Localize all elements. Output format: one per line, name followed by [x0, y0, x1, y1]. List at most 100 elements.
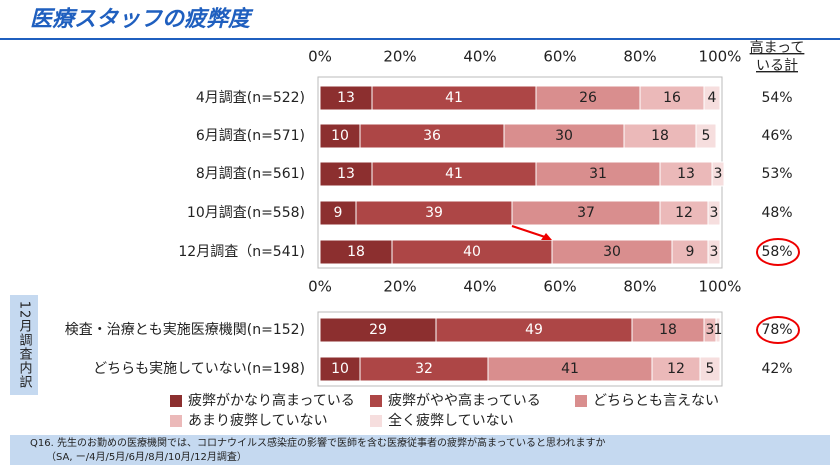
x-tick-label: 60%	[543, 278, 576, 296]
bar-segment	[707, 239, 721, 265]
bar-segment	[319, 239, 393, 265]
segment-label: 26	[579, 90, 597, 106]
side-box	[10, 295, 38, 395]
segment-label: 9	[686, 244, 695, 260]
footnote-box	[10, 435, 830, 465]
bar-segment	[711, 161, 725, 187]
bar-segment	[371, 161, 537, 187]
bar-segment	[371, 85, 537, 111]
bar-segment	[319, 85, 373, 111]
category-label: 10月調査(n=558)	[187, 205, 305, 221]
segment-label: 10	[331, 361, 349, 377]
total-label: 78%	[761, 322, 792, 338]
segment-label: 5	[706, 361, 715, 377]
plot-frame	[317, 311, 723, 387]
legend-swatch	[575, 395, 587, 407]
legend-label: 疲弊がやや高まっている	[388, 392, 541, 409]
segment-label: 30	[603, 244, 621, 260]
segment-label: 18	[347, 244, 365, 260]
legend-swatch	[370, 415, 382, 427]
bar-segment	[703, 85, 721, 111]
segment-label: 13	[337, 166, 355, 182]
segment-label: 4	[708, 90, 717, 106]
x-tick-label: 40%	[463, 48, 496, 66]
bar-segment	[551, 239, 673, 265]
bar-segment	[319, 161, 373, 187]
segment-label: 3	[710, 205, 719, 221]
trend-arrow	[511, 225, 549, 239]
legend-label: 全く疲弊していない	[388, 412, 514, 429]
segment-label: 18	[659, 322, 677, 338]
total-label: 58%	[761, 244, 792, 260]
segment-label: 31	[589, 166, 607, 182]
segment-label: 29	[369, 322, 387, 338]
segment-label: 3	[714, 166, 723, 182]
x-tick-label: 80%	[623, 278, 656, 296]
highlight-circle	[756, 238, 800, 266]
segment-label: 41	[445, 90, 463, 106]
x-tick-label: 80%	[623, 48, 656, 66]
category-label: 12月調査（n=541)	[178, 244, 305, 260]
total-label: 54%	[761, 90, 792, 106]
bar-segment	[319, 317, 437, 343]
x-tick-label: 0%	[308, 48, 332, 66]
bar-segment	[535, 85, 641, 111]
segment-label: 49	[525, 322, 543, 338]
x-tick-label: 0%	[308, 278, 332, 296]
segment-label: 41	[561, 361, 579, 377]
segment-label: 12	[675, 205, 693, 221]
x-tick-label: 40%	[463, 278, 496, 296]
segment-label: 30	[555, 128, 573, 144]
segment-label: 40	[463, 244, 481, 260]
bar-segment	[695, 123, 717, 149]
legend-swatch	[370, 395, 382, 407]
total-label: 42%	[761, 361, 792, 377]
total-label: 46%	[761, 128, 792, 144]
x-tick-label: 100%	[699, 48, 742, 66]
bar-segment	[391, 239, 553, 265]
legend-swatch	[170, 415, 182, 427]
legend-label: どちらとも言えない	[593, 393, 719, 409]
segment-label: 3	[706, 322, 715, 338]
footnote: Q16. 先生のお勤めの医療機関では、コロナウイルス感染症の影響で医師を含む医療…	[30, 436, 606, 449]
total-label: 48%	[761, 205, 792, 221]
x-tick-label: 20%	[383, 278, 416, 296]
segment-label: 32	[415, 361, 433, 377]
segment-label: 9	[334, 205, 343, 221]
footnote: （SA, ー/4月/5月/6月/8月/10月/12月調査）	[46, 450, 247, 463]
segment-label: 16	[663, 90, 681, 106]
segment-label: 18	[651, 128, 669, 144]
bar-segment	[435, 317, 633, 343]
category-label: 8月調査(n=561)	[196, 166, 305, 182]
bar-segment	[359, 356, 489, 382]
segment-label: 5	[702, 128, 711, 144]
segment-label: 13	[337, 90, 355, 106]
x-tick-label: 20%	[383, 48, 416, 66]
x-tick-label: 60%	[543, 48, 576, 66]
segment-label: 13	[677, 166, 695, 182]
total-header: いる計	[756, 58, 798, 74]
bar-segment	[535, 161, 661, 187]
bar-segment	[699, 356, 721, 382]
chart-title: 医療スタッフの疲弊度	[30, 6, 254, 32]
segment-label: 36	[423, 128, 441, 144]
category-label: 検査・治療とも実施医療機関(n=152)	[65, 321, 305, 338]
segment-label: 41	[445, 166, 463, 182]
bar-segment	[659, 161, 713, 187]
total-label: 53%	[761, 166, 792, 182]
category-label: 4月調査(n=522)	[196, 90, 305, 106]
bar-segment	[631, 317, 705, 343]
bar-segment	[707, 200, 721, 226]
segment-label: 39	[425, 205, 443, 221]
legend-label: あまり疲弊していない	[188, 412, 328, 429]
arrow-head	[541, 233, 552, 240]
bar-segment	[715, 317, 721, 343]
legend-swatch	[170, 395, 182, 407]
highlight-circle	[756, 316, 800, 344]
total-header: 高まって	[750, 39, 805, 56]
bar-segment	[355, 200, 513, 226]
bar-segment	[319, 200, 357, 226]
category-label: どちらも実施していない(n=198)	[93, 361, 305, 377]
segment-label: 10	[331, 128, 349, 144]
